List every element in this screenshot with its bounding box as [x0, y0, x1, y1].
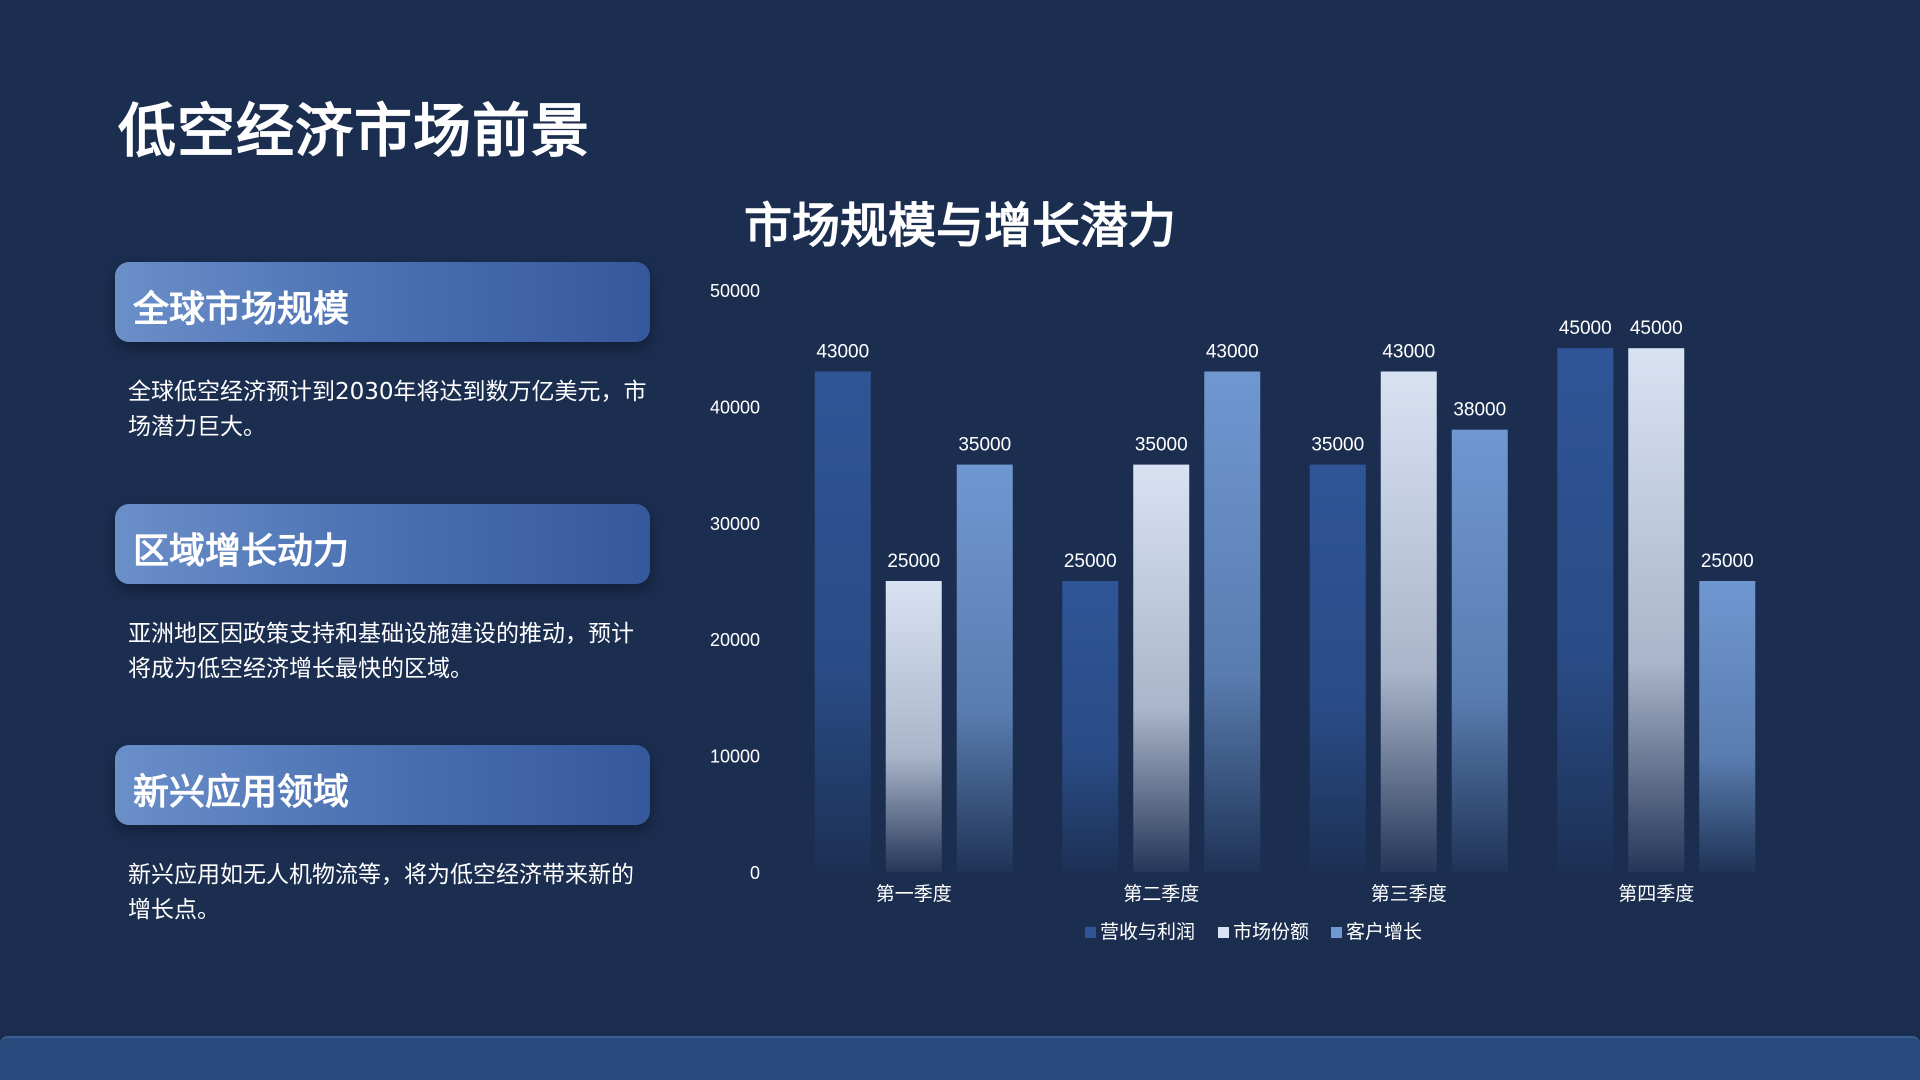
- x-tick-label: 第三季度: [1371, 883, 1447, 905]
- data-label: 38000: [1453, 400, 1506, 421]
- bar: [1062, 581, 1119, 872]
- y-tick-label: 30000: [710, 514, 760, 534]
- chart-title: 市场规模与增长潜力: [743, 198, 1176, 254]
- card-heading: 全球市场规模: [133, 289, 350, 330]
- data-label: 35000: [1311, 435, 1364, 456]
- y-tick-label: 10000: [710, 747, 760, 767]
- bar: [1133, 464, 1190, 872]
- bottom-bar: [0, 1036, 1920, 1080]
- y-tick-label: 50000: [710, 281, 760, 301]
- card-header-regional-growth: 区域增长动力: [115, 504, 650, 584]
- x-tick-label: 第四季度: [1618, 883, 1694, 905]
- data-label: 43000: [1206, 341, 1259, 362]
- bar: [885, 581, 942, 872]
- page-title: 低空经济市场前景: [118, 97, 591, 165]
- card-header-emerging-apps: 新兴应用领域: [115, 745, 650, 825]
- bar: [956, 464, 1013, 872]
- legend-swatch: [1331, 927, 1342, 938]
- bar: [1699, 581, 1756, 872]
- bar: [1451, 429, 1508, 872]
- x-tick-label: 第一季度: [876, 883, 952, 905]
- data-label: 35000: [958, 435, 1011, 456]
- card-heading: 区域增长动力: [133, 531, 350, 572]
- bar: [1309, 464, 1366, 872]
- data-label: 43000: [1382, 341, 1435, 362]
- bar-chart: 0 10000 20000 30000 40000 50000 43000 25000 3500…: [710, 281, 1756, 943]
- bar: [1628, 348, 1685, 872]
- y-tick-label: 40000: [710, 397, 760, 417]
- bar: [814, 371, 871, 872]
- data-label: 25000: [1064, 551, 1117, 572]
- data-label: 43000: [816, 341, 869, 362]
- legend-entry: 市场份额: [1233, 921, 1309, 943]
- data-label: 25000: [1701, 551, 1754, 572]
- card-header-global-market: 全球市场规模: [115, 262, 650, 342]
- data-label: 45000: [1559, 318, 1612, 339]
- y-tick-label: 0: [750, 863, 760, 883]
- legend-entry: 营收与利润: [1100, 921, 1195, 943]
- y-tick-label: 20000: [710, 630, 760, 650]
- data-label: 35000: [1135, 435, 1188, 456]
- card-text: 亚洲地区因政策支持和基础设施建设的推动，预计将成为低空经济增长最快的区域。: [128, 621, 634, 682]
- legend-swatch: [1085, 927, 1096, 938]
- card-text: 新兴应用如无人机物流等，将为低空经济带来新的增长点。: [128, 862, 634, 923]
- data-label: 45000: [1630, 318, 1683, 339]
- bar: [1380, 371, 1437, 872]
- card-text: 全球低空经济预计到2030年将达到数万亿美元，市场潜力巨大。: [128, 379, 647, 440]
- data-label: 25000: [887, 551, 940, 572]
- legend-entry: 客户增长: [1346, 921, 1422, 943]
- legend-swatch: [1218, 927, 1229, 938]
- bar: [1557, 348, 1614, 872]
- x-tick-label: 第二季度: [1123, 883, 1199, 905]
- card-heading: 新兴应用领域: [133, 772, 350, 813]
- bar: [1204, 371, 1261, 872]
